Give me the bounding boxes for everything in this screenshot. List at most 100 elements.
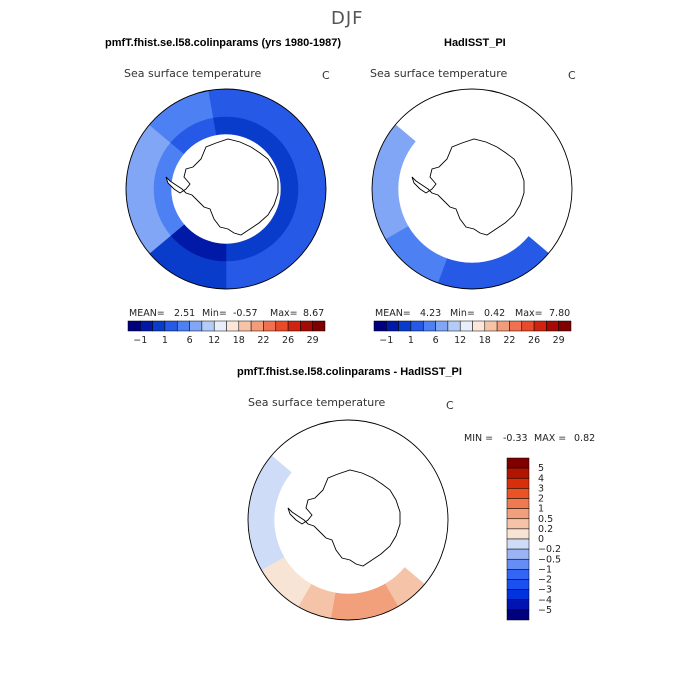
model-cell — [279, 176, 299, 190]
model-colorbar-box — [177, 320, 190, 332]
model-colorbar: −1 1 6 12 18 22 26 29 — [127, 320, 326, 346]
obs-min-label: Min= — [450, 308, 475, 319]
diff-colorbar-tick-label: −1 — [538, 564, 552, 575]
diff-max-label: MAX = — [534, 433, 567, 444]
obs-colorbar-box — [447, 320, 461, 332]
model-colorbar-box — [263, 320, 276, 332]
model-colorbar-tick-label: 26 — [282, 335, 294, 346]
diff-colorbar-box — [506, 488, 530, 499]
obs-map-frame — [371, 88, 573, 290]
diff-colorbar-box — [506, 548, 530, 560]
diff-subtitle: Sea surface temperature — [248, 396, 386, 409]
obs-colorbar-box — [410, 320, 424, 332]
model-subtitle: Sea surface temperature — [124, 67, 262, 80]
obs-colorbar-box — [373, 320, 387, 332]
diff-colorbar-box — [506, 559, 530, 570]
model-colorbar-box — [275, 320, 289, 332]
diff-units: C — [446, 399, 454, 412]
model-colorbar-box — [312, 320, 326, 332]
model-units: C — [322, 69, 330, 82]
diff-colorbar-box — [506, 589, 530, 600]
obs-colorbar-box — [533, 320, 547, 332]
model-colorbar-tick-label: 1 — [162, 335, 168, 346]
obs-panel-title: HadISST_PI — [444, 37, 506, 49]
obs-max-label: Max= — [515, 308, 543, 319]
obs-max-value: 7.80 — [549, 308, 571, 319]
obs-colorbar-box — [472, 320, 486, 332]
obs-colorbar-box — [398, 320, 412, 332]
model-colorbar-tick-label: 6 — [187, 335, 193, 346]
obs-colorbar-box — [484, 320, 498, 332]
model-colorbar-box — [238, 320, 252, 332]
obs-colorbar-box — [546, 320, 559, 332]
obs-colorbar-box — [496, 320, 510, 332]
diff-map-frame — [247, 419, 449, 621]
diff-colorbar-box — [506, 569, 530, 580]
model-antarctica-coast — [165, 138, 279, 236]
obs-colorbar-box — [423, 320, 436, 332]
model-colorbar-box — [164, 320, 178, 332]
diff-colorbar-tick-label: 3 — [538, 483, 544, 494]
obs-subtitle: Sea surface temperature — [370, 67, 508, 80]
model-colorbar-box — [152, 320, 166, 332]
model-max-label: Max= — [270, 308, 298, 319]
diff-colorbar-box — [506, 599, 530, 611]
diff-colorbar-box — [506, 528, 530, 540]
model-colorbar-box — [189, 320, 203, 332]
model-colorbar-tick-label: 22 — [257, 335, 269, 346]
obs-mean-label: MEAN= — [375, 308, 411, 319]
obs-mean-value: 4.23 — [420, 308, 442, 319]
obs-colorbar-box — [509, 320, 522, 332]
diff-colorbar-tick-label: 5 — [538, 463, 544, 474]
obs-colorbar: −1 1 6 12 18 22 26 29 — [373, 320, 572, 346]
model-colorbar-tick-label: 18 — [233, 335, 245, 346]
obs-colorbar-box — [435, 320, 449, 332]
diff-min-value: -0.33 — [503, 433, 528, 444]
model-colorbar-box — [300, 320, 313, 332]
diff-colorbar-tick-label: −4 — [538, 595, 552, 606]
model-mean-value: 2.51 — [174, 308, 196, 319]
diff-colorbar-tick-label: −3 — [538, 585, 552, 596]
obs-min-value: 0.42 — [484, 308, 506, 319]
diff-map — [247, 419, 449, 621]
diff-colorbar-box — [506, 579, 530, 590]
model-field — [126, 89, 326, 289]
model-colorbar-box — [226, 320, 240, 332]
diff-colorbar-box — [506, 538, 530, 550]
model-colorbar-tick-label: 29 — [307, 335, 319, 346]
diff-colorbar-tick-label: 2 — [538, 494, 544, 505]
model-colorbar-box — [201, 320, 215, 332]
diff-min-label: MIN = — [464, 433, 494, 444]
diff-colorbar-tick-label: −0.2 — [538, 544, 561, 555]
obs-colorbar-tick-label: 12 — [454, 335, 466, 346]
obs-colorbar-tick-label: 26 — [528, 335, 540, 346]
diff-colorbar-box — [506, 508, 530, 519]
obs-colorbar-tick-label: 1 — [408, 335, 414, 346]
diff-colorbar-tick-label: −5 — [538, 605, 552, 616]
obs-colorbar-box — [459, 320, 473, 332]
diff-colorbar-tick-label: 1 — [538, 504, 544, 515]
diff-colorbar-box — [506, 518, 530, 530]
obs-colorbar-tick-label: 29 — [553, 335, 565, 346]
model-map-frame — [125, 88, 327, 290]
obs-colorbar-box — [558, 320, 572, 332]
model-colorbar-tick-label: −1 — [133, 335, 147, 346]
season-title: DJF — [331, 8, 364, 29]
obs-colorbar-tick-label: −1 — [379, 335, 393, 346]
diff-antarctica-coast — [287, 469, 401, 567]
diff-colorbar-box — [506, 478, 530, 489]
model-colorbar-box — [127, 320, 141, 332]
diff-colorbar-tick-label: −2 — [538, 575, 552, 586]
model-colorbar-box — [287, 320, 301, 332]
model-map — [125, 88, 327, 290]
model-min-value: -0.57 — [233, 308, 258, 319]
obs-colorbar-tick-label: 22 — [503, 335, 515, 346]
model-colorbar-tick-label: 12 — [208, 335, 220, 346]
diff-colorbar-tick-label: −0.5 — [538, 554, 561, 565]
diff-colorbar-tick-label: 0.2 — [538, 524, 553, 535]
obs-antarctica-coast — [411, 138, 525, 236]
obs-colorbar-box — [521, 320, 535, 332]
